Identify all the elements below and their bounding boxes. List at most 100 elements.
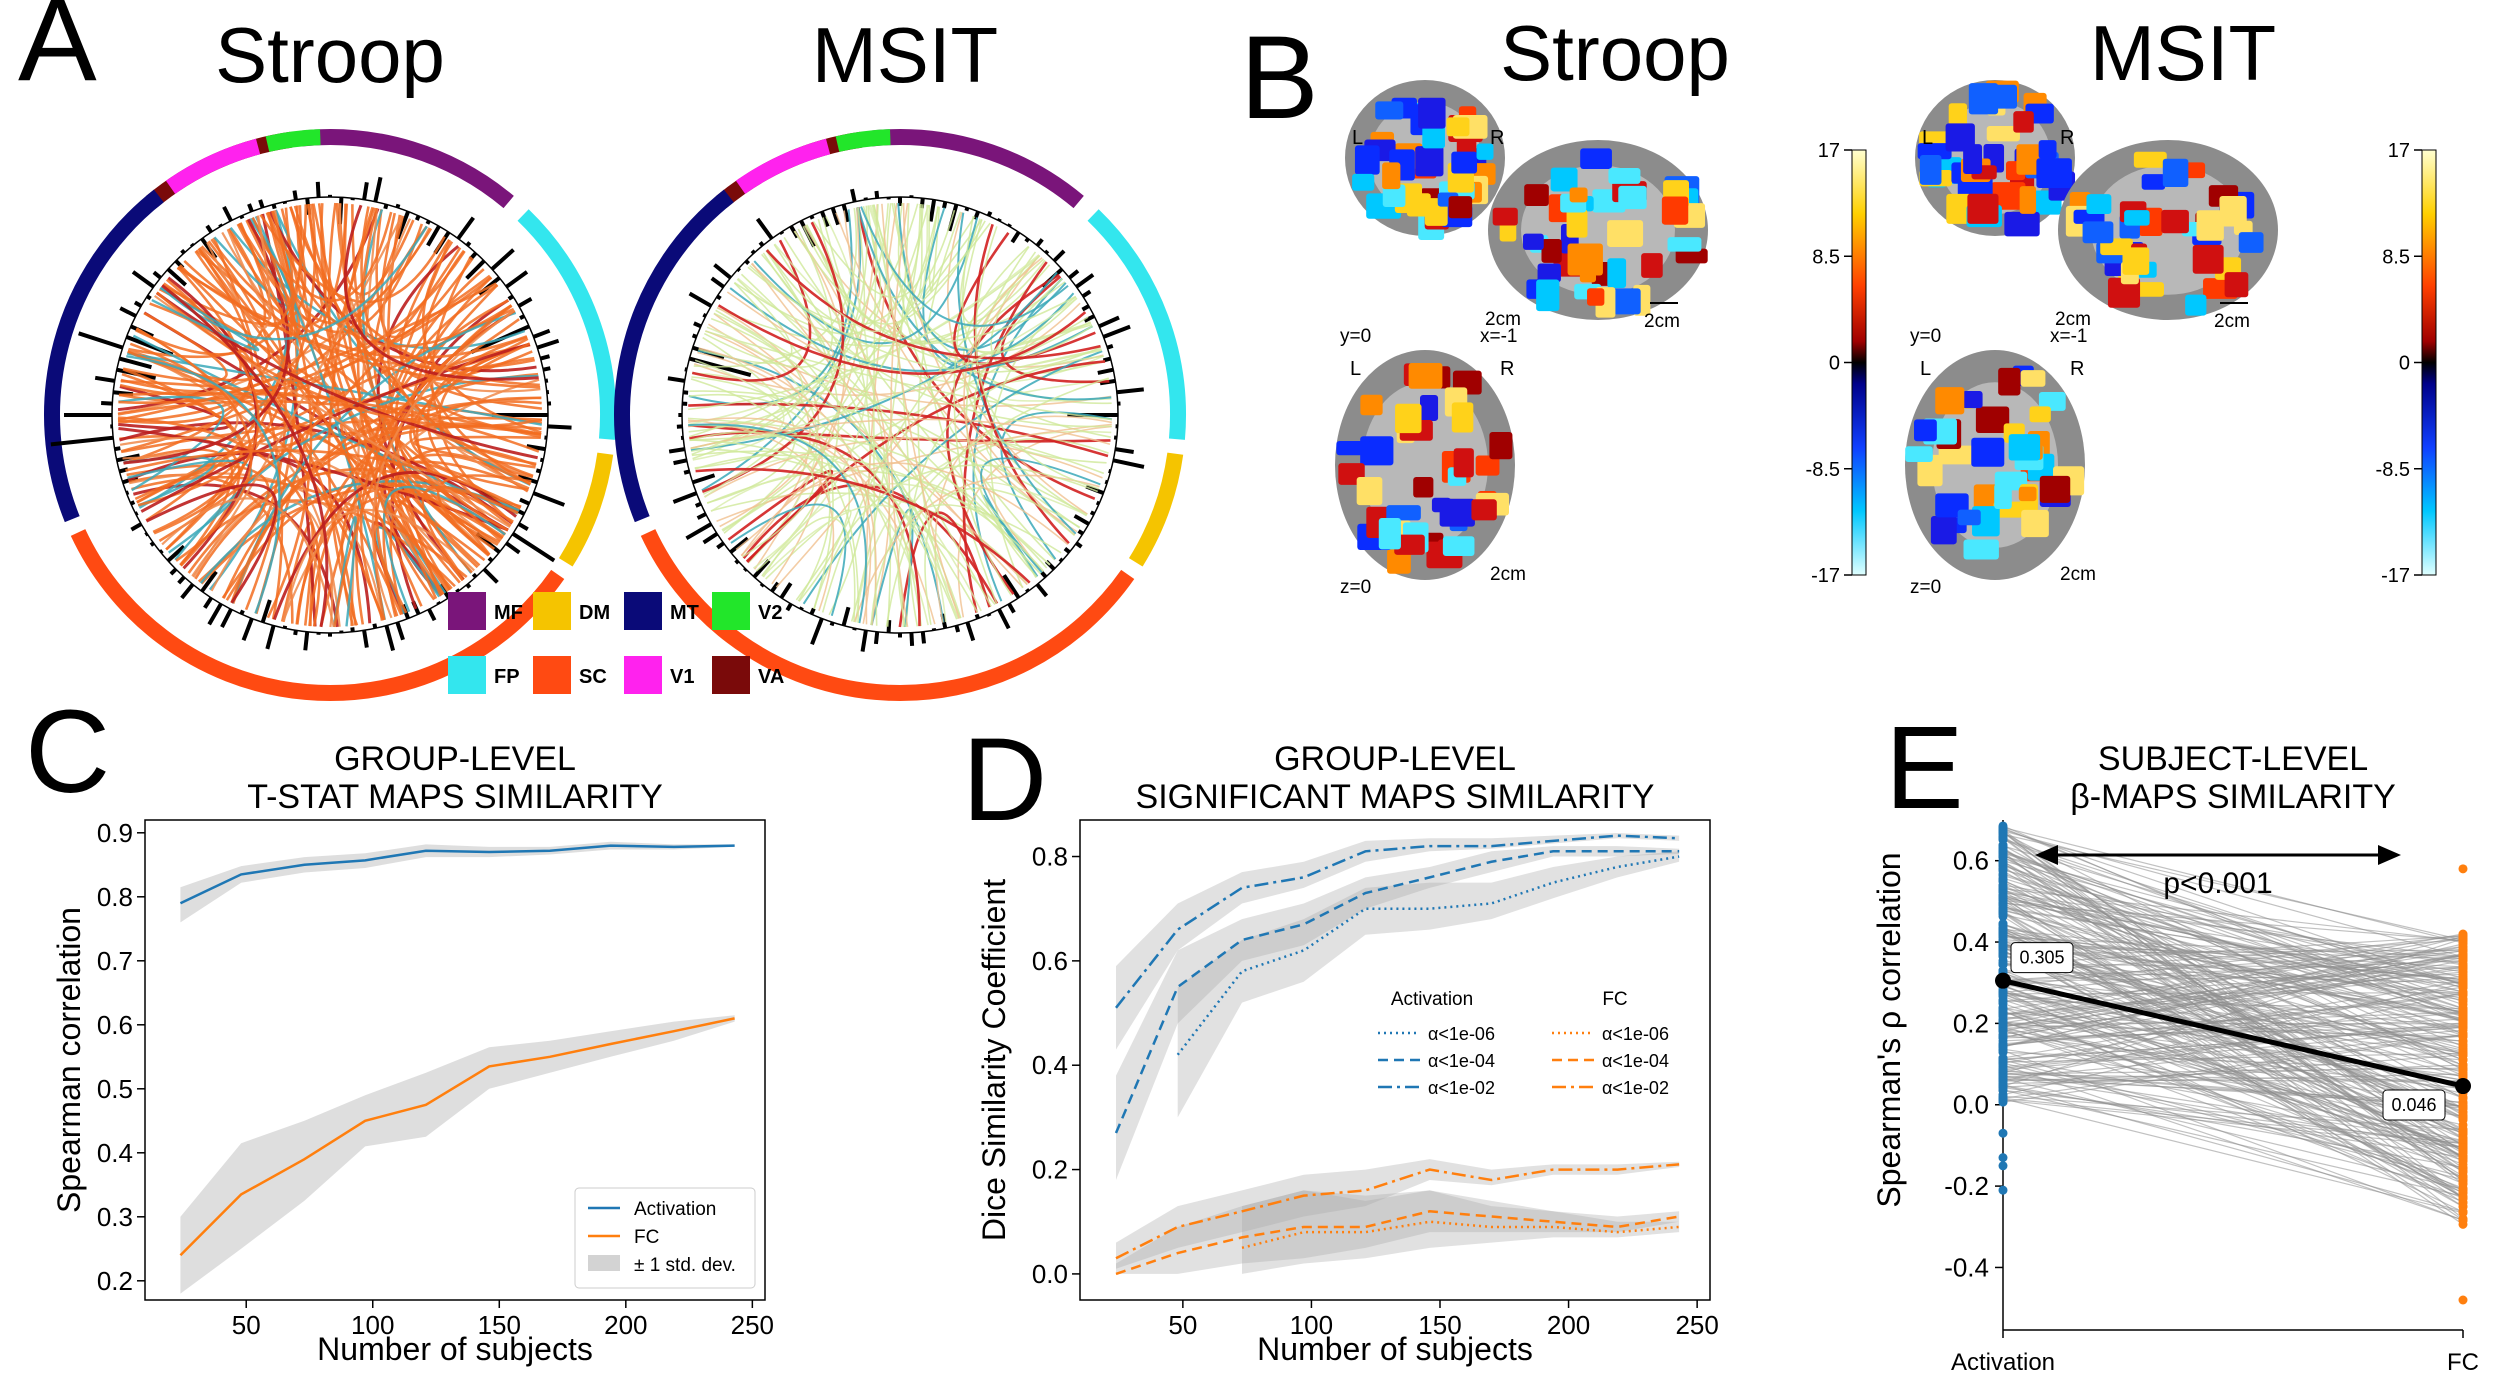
series-line-fc: [1115, 1210, 1680, 1276]
degree-bar: [180, 248, 186, 255]
activation-cluster: [1442, 536, 1475, 557]
activation-cluster: [1541, 239, 1562, 263]
subject-line: [2002, 839, 2464, 1003]
activation-cluster: [1489, 432, 1513, 460]
chord-link: [761, 516, 856, 622]
std-band: [1116, 1190, 1680, 1274]
degree-bar: [683, 469, 690, 475]
degree-bar: [986, 210, 993, 217]
chord-link: [962, 245, 1087, 517]
subject-line: [2002, 992, 2464, 995]
scale-bar-label: 2cm: [1485, 309, 1521, 330]
mean-point-activation: [1995, 972, 2011, 989]
activation-cluster: [1356, 477, 1383, 506]
degree-bar: [505, 541, 521, 555]
mean-label-box: [2382, 1089, 2446, 1121]
activation-cluster: [2036, 158, 2072, 189]
subject-line: [2002, 833, 2464, 941]
activation-cluster: [1607, 220, 1644, 247]
activation-cluster: [1420, 395, 1439, 421]
chord-link: [359, 309, 516, 621]
point-activation: [1998, 1018, 2008, 1028]
colorbar-tick-label: -8.5: [1806, 459, 1840, 481]
chord-link: [140, 342, 531, 513]
colorbar-tick-label: 8.5: [2382, 246, 2410, 268]
subject-line: [2002, 844, 2464, 1099]
chord-link: [737, 277, 1104, 385]
legend-label-va: VA: [758, 666, 784, 688]
colorbar-tick-label: -17: [1811, 565, 1840, 587]
scale-bar-label: 2cm: [1644, 311, 1680, 332]
legend-swatch-sc: [533, 656, 571, 694]
legend-label-v2: V2: [758, 602, 782, 624]
subject-line: [2002, 894, 2464, 993]
degree-bar: [750, 249, 756, 255]
degree-bar: [1040, 571, 1048, 579]
degree-bar: [436, 601, 441, 605]
activation-cluster: [2004, 211, 2040, 237]
degree-bar: [1052, 249, 1066, 263]
subject-line: [2002, 955, 2464, 1013]
network-ring-mf: [870, 129, 1084, 209]
point-fc: [2458, 1114, 2468, 1124]
chord-link: [118, 395, 225, 492]
degree-bar: [426, 225, 441, 247]
subject-line: [2002, 966, 2464, 1035]
point-fc: [2458, 1017, 2468, 1027]
legend-swatch-fp: [448, 656, 486, 694]
subject-line: [2002, 855, 2464, 979]
subject-line: [2002, 985, 2464, 1165]
series-line-fc: [1115, 1163, 1680, 1260]
degree-bar: [860, 630, 868, 652]
chord-link: [332, 516, 357, 628]
activation-cluster: [1611, 288, 1641, 315]
degree-bar: [315, 181, 321, 198]
chord-link: [802, 350, 1103, 605]
activation-cluster: [2019, 186, 2037, 214]
legend-label-sc: SC: [579, 666, 607, 688]
chord-link: [695, 467, 1031, 584]
axial-slice-label: z=0: [1340, 577, 1371, 598]
subject-line: [2002, 1075, 2464, 1149]
x-axis-label: Number of subjects: [317, 1331, 593, 1367]
label-left: L: [1352, 127, 1363, 149]
degree-bar: [247, 203, 254, 213]
degree-bar: [942, 201, 948, 209]
label-right: R: [2070, 358, 2084, 380]
degree-bar: [471, 572, 478, 579]
subject-line: [2002, 899, 2464, 958]
activation-cluster: [2020, 370, 2046, 387]
degree-bar: [207, 602, 223, 626]
subject-line: [2002, 928, 2464, 1109]
subject-line: [2002, 936, 2464, 958]
chord-link: [972, 277, 1063, 602]
colorbar: [2421, 149, 2437, 576]
chord-link: [156, 291, 543, 428]
degree-bar: [465, 241, 472, 247]
y-tick-label: 0.6: [1032, 946, 1068, 976]
chord-link: [689, 431, 859, 623]
chord-link: [917, 211, 962, 620]
subject-line: [2002, 888, 2464, 942]
activation-cluster: [1382, 162, 1401, 190]
activation-cluster: [1566, 209, 1588, 238]
chord-link: [123, 218, 290, 465]
chart-title: GROUP-LEVEL: [1274, 740, 1516, 778]
chord-link: [126, 355, 281, 614]
activation-cluster: [1580, 148, 1612, 170]
activation-cluster: [2086, 194, 2112, 214]
activation-cluster: [1352, 173, 1375, 191]
degree-bar: [303, 631, 310, 651]
activation-cluster: [1499, 221, 1517, 242]
chord-link: [155, 291, 538, 460]
legend: Activation FC ± 1 std. dev.: [574, 1187, 756, 1289]
std-band: [1116, 846, 1680, 1180]
degree-bar: [166, 544, 186, 563]
point-activation: [1998, 1042, 2008, 1052]
chord-link: [691, 239, 812, 382]
point-fc: [2458, 1215, 2468, 1225]
degree-bar: [465, 583, 472, 589]
chord-link: [135, 204, 308, 356]
